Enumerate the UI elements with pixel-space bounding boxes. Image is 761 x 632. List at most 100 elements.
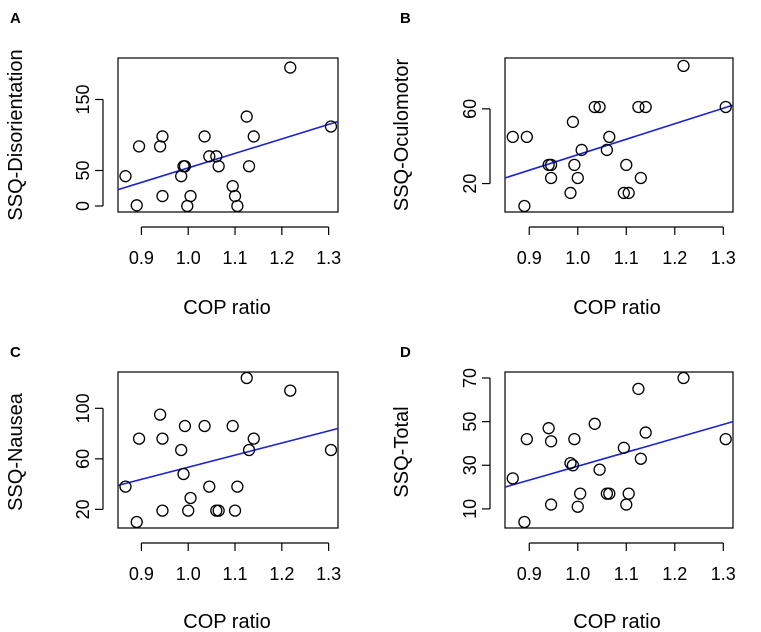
data-point [544,435,558,448]
data-point [544,498,558,511]
panel-c: 0.9 1.0 1.1 1.2 1.3 20 60 100 C COP ratio SSQ-Naus… [5,344,341,632]
plot-frame [117,371,339,529]
data-point [617,186,631,200]
y-tick-label: 30 [460,455,480,475]
data-point [566,115,580,129]
data-point [132,140,146,153]
data-point [240,110,253,123]
data-point [284,61,297,74]
data-point [506,472,519,485]
data-point [544,158,558,172]
data-point [575,143,588,157]
y-tick-label: 60 [73,449,93,469]
data-point [588,100,601,114]
data-point [566,459,580,472]
y-tick-label: 60 [460,99,480,119]
data-point [719,432,732,446]
plot-frame [117,57,339,213]
x-tick-label: 1.3 [711,564,736,584]
data-point [603,130,616,144]
y-tick-label: 0 [73,201,93,211]
data-point [247,432,260,445]
data-point [632,382,645,396]
data-point [284,384,297,397]
data-point [242,443,256,457]
y-axis-title: SSQ-Disorientation [5,49,27,220]
data-point [719,100,732,114]
y-axis-title: SSQ-Oculomotor [391,59,413,212]
x-tick-label: 0.9 [517,564,542,584]
data-point [212,504,225,517]
data-point [156,432,169,445]
data-point [603,487,616,500]
y-tick-label: 20 [73,499,93,519]
data-point [518,199,531,213]
data-point [544,171,558,185]
data-point [156,189,169,203]
data-point [130,515,143,529]
data-point [130,199,143,212]
x-tick-label: 1.3 [316,248,341,268]
x-tick-label: 1.0 [176,248,201,268]
x-tick-label: 1.1 [614,564,639,584]
x-tick-label: 1.0 [565,248,590,268]
data-point [568,432,581,446]
data-point [600,143,614,157]
y-tick-label: 50 [460,412,480,432]
panel-b: 0.9 1.0 1.1 1.2 1.3 20 60 B COP ratio SSQ-Oculomo… [391,10,736,319]
data-point [324,443,338,457]
data-point [593,100,606,114]
data-point [231,480,244,493]
data-point [210,504,223,517]
data-point [175,443,188,457]
x-tick-label: 0.9 [517,248,542,268]
x-axis-title: COP ratio [573,297,660,319]
data-point [564,186,577,200]
data-point [542,422,555,435]
data-point [182,504,195,517]
regression-line [117,427,339,487]
data-point [639,100,652,114]
data-point [198,130,211,143]
data-point [520,432,533,446]
regression-line [504,104,734,179]
data-point [226,179,239,193]
x-axis-title: COP ratio [183,297,270,319]
x-tick-label: 1.2 [662,248,687,268]
data-point [119,170,132,183]
data-point [228,504,242,517]
panel-letter: A [10,10,21,27]
data-point [226,419,239,433]
data-point [132,432,146,445]
data-point [622,487,635,500]
data-point [228,189,242,203]
x-tick-label: 1.3 [316,564,341,584]
data-point [178,419,192,433]
panel-d: 0.9 1.0 1.1 1.2 1.3 10 30 50 70 D COP ratio SSQ-Tot… [391,344,736,632]
panel-letter: B [400,10,411,27]
regression-line [504,420,734,488]
data-point [242,160,256,173]
data-point [622,186,635,200]
data-point [620,498,633,511]
data-point [574,487,587,500]
data-point [677,59,690,73]
data-point [156,504,169,517]
data-point [178,160,192,173]
data-point [571,171,584,185]
data-point [588,417,601,430]
panel-letter: C [10,344,21,361]
y-tick-label: 70 [460,368,480,388]
data-point [184,491,197,505]
data-point [639,426,652,439]
y-tick-label: 10 [460,499,480,519]
y-tick-label: 20 [460,174,480,194]
panel-a: 0.9 1.0 1.1 1.2 1.3 0 50 150 A COP ratio SSQ-Disor… [5,10,341,319]
y-axis-title: SSQ-Nausea [5,392,27,511]
data-point [634,171,647,185]
data-point [177,467,190,481]
x-tick-label: 1.2 [662,564,687,584]
data-point [203,150,216,163]
data-point [240,371,253,385]
x-tick-label: 0.9 [129,248,154,268]
